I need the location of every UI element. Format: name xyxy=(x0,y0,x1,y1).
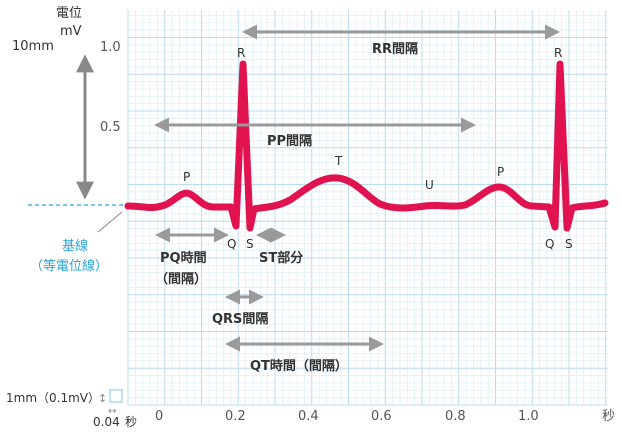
wave-u-label: U xyxy=(425,178,434,192)
small-box-updown-glyph: ↕ xyxy=(98,392,107,405)
qt-interval-label: QT時間（間隔） xyxy=(250,358,348,374)
x-tick-0: 0 xyxy=(155,409,163,424)
pq-interval-label-line1: PQ時間 xyxy=(160,250,207,266)
ecg-trace xyxy=(124,60,609,232)
wave-r1-label: R xyxy=(237,46,245,60)
qrs-interval-label: QRS間隔 xyxy=(212,311,268,327)
baseline-label-line2: （等電位線） xyxy=(30,258,108,274)
small-time-label: 0.04 xyxy=(93,415,120,429)
x-axis-unit: 秒 xyxy=(602,409,615,424)
wave-q1-label: Q xyxy=(227,237,236,251)
small-box-1mm xyxy=(109,389,123,403)
x-tick-0-6: 0.6 xyxy=(371,409,392,424)
x-tick-0-2: 0.2 xyxy=(225,409,246,424)
pq-interval-label-line2: （間隔） xyxy=(155,271,207,287)
pp-interval-label: PP間隔 xyxy=(267,133,312,149)
x-tick-0-8: 0.8 xyxy=(445,409,466,424)
wave-p2-label: P xyxy=(497,165,504,179)
wave-r2-label: R xyxy=(554,46,562,60)
small-box-legend-label: 1mm（0.1mV） xyxy=(6,391,100,405)
wave-t-label: T xyxy=(334,154,343,168)
scale-10mm-label: 10mm xyxy=(12,39,54,54)
baseline-pointer xyxy=(97,211,123,233)
wave-s1-label: S xyxy=(246,237,254,251)
small-time-unit: 秒 xyxy=(125,415,137,429)
x-tick-0-4: 0.4 xyxy=(298,409,319,424)
x-tick-1-0: 1.0 xyxy=(518,409,539,424)
y-axis-title-line1: 電位 xyxy=(56,6,82,21)
wave-p1-label: P xyxy=(183,170,190,184)
y-axis-title-line2: mV xyxy=(60,24,82,39)
y-tick-0-5: 0.5 xyxy=(100,120,121,135)
wave-s2-label: S xyxy=(565,237,573,251)
st-segment-label: ST部分 xyxy=(259,250,303,266)
small-time-arrow-glyph: ↔ xyxy=(108,406,116,417)
y-tick-1-0: 1.0 xyxy=(100,40,121,55)
wave-q2-label: Q xyxy=(545,237,554,251)
baseline-label-line1: 基線 xyxy=(62,238,88,254)
rr-interval-label: RR間隔 xyxy=(372,41,418,57)
